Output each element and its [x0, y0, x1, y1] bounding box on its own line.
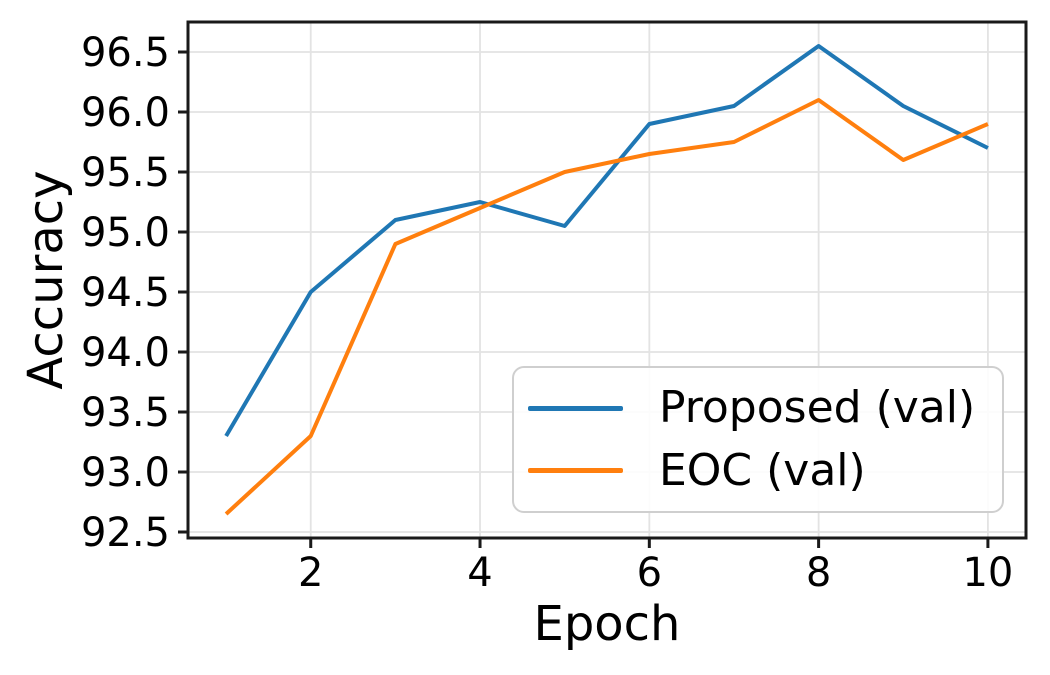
legend-line-sample-proposed	[528, 405, 623, 411]
y-tick-label: 93.5	[81, 390, 170, 436]
y-tick-label: 94.0	[81, 330, 170, 376]
series-line-0	[224, 44, 989, 438]
y-tick-label: 95.0	[81, 210, 170, 256]
x-tick-label: 2	[298, 550, 323, 596]
y-axis-label: Accuracy	[18, 170, 74, 390]
legend-label-proposed: Proposed (val)	[659, 382, 976, 434]
plot-border	[186, 20, 1028, 540]
y-tick-label: 95.5	[81, 150, 170, 196]
x-tick-label: 8	[806, 550, 831, 596]
legend-item-proposed: Proposed (val)	[514, 386, 1002, 430]
legend-label-eoc: EOC (val)	[659, 444, 866, 496]
x-axis-label: Epoch	[533, 596, 681, 652]
y-tick-label: 94.5	[81, 270, 170, 316]
y-tick-label: 92.5	[81, 510, 170, 556]
y-tick-label: 96.0	[81, 90, 170, 136]
legend-item-eoc: EOC (val)	[514, 444, 1002, 496]
legend: Proposed (val) EOC (val)	[512, 366, 1004, 513]
legend-line-sample-eoc	[528, 468, 623, 474]
x-tick-label: 4	[467, 550, 492, 596]
x-tick-label: 10	[962, 550, 1013, 596]
y-tick-label: 96.5	[81, 30, 170, 76]
series-line-1	[224, 98, 989, 516]
x-tick-label: 6	[637, 550, 662, 596]
y-tick-label: 93.0	[81, 450, 170, 496]
